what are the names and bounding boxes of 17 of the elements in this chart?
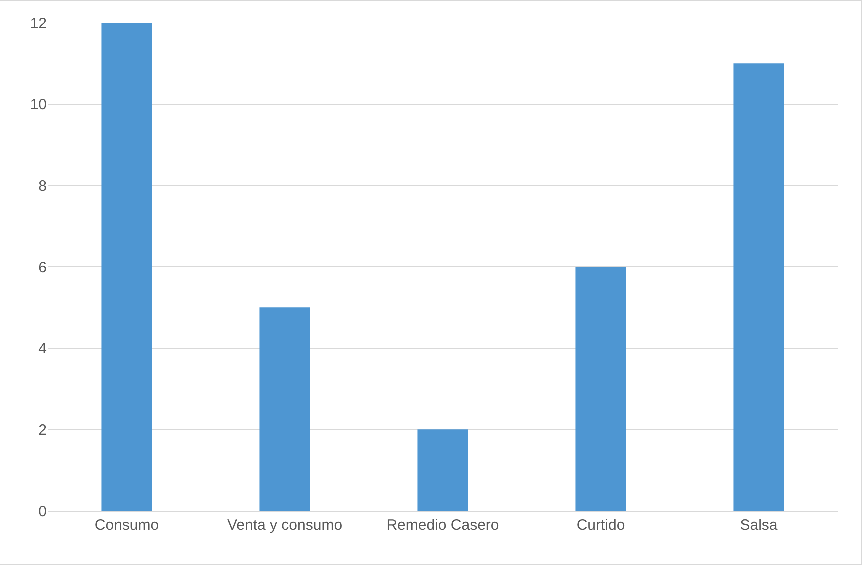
y-tick-label: 10 (30, 96, 47, 114)
y-tick-label: 8 (38, 178, 47, 195)
y-tick-label: 6 (38, 259, 47, 276)
x-tick-label: Remedio Casero (386, 517, 500, 534)
bar (102, 23, 152, 511)
x-tick-label: Consumo (94, 517, 160, 534)
x-tick-label: Curtido (576, 517, 626, 534)
x-tick-label: Salsa (740, 517, 778, 534)
bar (734, 64, 784, 511)
y-tick-label: 4 (38, 340, 47, 358)
x-tick-label: Venta y consumo (227, 517, 343, 534)
bar (576, 267, 626, 511)
y-tick-label: 12 (30, 15, 47, 32)
y-tick-label: 2 (38, 422, 47, 439)
y-tick-label: 0 (38, 503, 47, 520)
bar (260, 308, 310, 511)
bar (418, 430, 468, 511)
